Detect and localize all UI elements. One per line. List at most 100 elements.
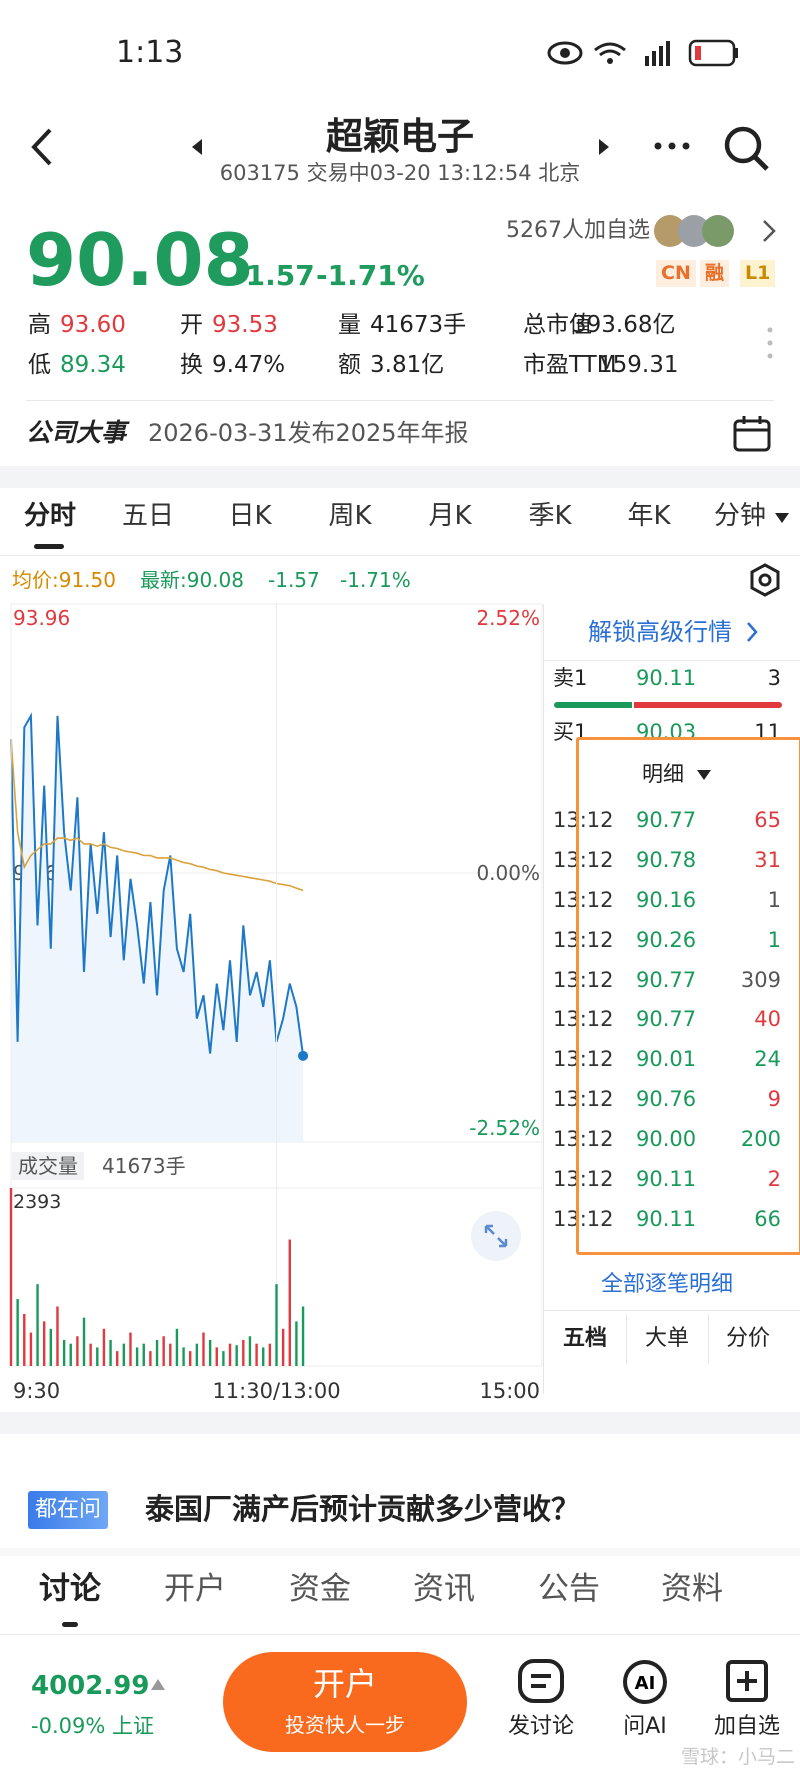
question-badge: 都在问 — [28, 1491, 109, 1529]
volume-bar — [56, 1306, 59, 1366]
more-button[interactable] — [652, 140, 692, 152]
back-button[interactable] — [26, 126, 58, 168]
chart-tab[interactable]: 日K — [228, 501, 272, 531]
tick-price: 90.11 — [636, 1206, 697, 1231]
volume-bar — [16, 1299, 19, 1366]
settings-icon[interactable] — [748, 562, 782, 598]
bottom-tab[interactable]: 资讯 — [413, 1571, 475, 1607]
volume-bar — [288, 1239, 291, 1366]
last-point — [298, 1050, 309, 1061]
intraday-chart: 93.9691.6589.342.52%0.00%-2.52%23939:301… — [9, 603, 543, 1400]
last-price: 90.08 — [26, 218, 254, 302]
stat-value: 41673手 — [370, 312, 467, 338]
calendar-icon[interactable] — [732, 414, 772, 454]
stat-label: 量 — [338, 312, 361, 338]
tick-volume: 309 — [740, 967, 781, 992]
avg-line — [10, 739, 304, 892]
clock: 1:13 — [116, 35, 184, 70]
prev-stock[interactable] — [190, 138, 204, 156]
volume-bar — [116, 1351, 119, 1366]
volume-bar — [301, 1306, 305, 1366]
y-tick-label: 2393 — [13, 1191, 61, 1213]
panel-tab[interactable]: 分价 — [725, 1326, 771, 1351]
unlock-link[interactable]: 解锁高级行情 — [588, 618, 732, 646]
action-label[interactable]: 问AI — [623, 1714, 667, 1739]
chart-tab[interactable]: 季K — [528, 501, 572, 531]
bottom-tab[interactable]: 资金 — [289, 1571, 351, 1607]
event-text[interactable]: 2026-03-31发布2025年年报 — [148, 419, 469, 447]
tick-volume: 1 — [767, 887, 781, 912]
badge: CN — [656, 260, 696, 287]
search-button[interactable] — [722, 124, 772, 174]
detail-header-bg — [576, 737, 800, 789]
y2-tick-label: 2.52% — [476, 606, 540, 630]
chart-tab[interactable]: 周K — [328, 501, 372, 531]
bottom-tab[interactable]: 开户 — [164, 1571, 226, 1607]
stats-more[interactable] — [764, 325, 776, 365]
volume-bar — [155, 1339, 159, 1366]
section-gap — [0, 466, 800, 488]
volume-bar — [89, 1343, 92, 1366]
action-label[interactable]: 加自选 — [713, 1714, 781, 1739]
stat-label: 换 — [180, 352, 203, 378]
volume-total: 41673手 — [102, 1154, 186, 1178]
volume-bar — [69, 1343, 72, 1366]
stock-subtitle: 603175 交易中03-20 13:12:54 北京 — [219, 161, 581, 185]
tick-volume: 40 — [754, 1007, 781, 1032]
y2-tick-label: -2.52% — [469, 1116, 540, 1140]
open-account-button[interactable] — [223, 1652, 467, 1752]
tick-time: 13:12 — [553, 1167, 614, 1191]
bottom-tab[interactable]: 讨论 — [39, 1571, 101, 1607]
panel-tab[interactable]: 五档 — [562, 1326, 608, 1351]
latest-change-pct: -1.71% — [340, 568, 411, 592]
bottom-tab[interactable]: 资料 — [661, 1571, 723, 1607]
tab-dropdown — [775, 513, 789, 523]
volume-bar — [222, 1351, 225, 1366]
tick-time: 13:11 — [553, 790, 614, 791]
badge: 融 — [700, 260, 730, 287]
volume-bar — [149, 1351, 152, 1366]
volume-bar — [62, 1339, 66, 1366]
chart-tab[interactable]: 年K — [627, 501, 671, 531]
ask-volume: 3 — [767, 666, 781, 690]
chart-tab[interactable]: 月K — [428, 501, 472, 531]
panel-tab[interactable]: 大单 — [644, 1326, 690, 1351]
detail-title[interactable]: 明细 — [642, 762, 684, 786]
chart-tab[interactable]: 五日 — [121, 501, 175, 531]
all-ticks-link[interactable]: 全部逐笔明细 — [600, 1272, 734, 1297]
watermark: 雪球：小马二 — [680, 1746, 795, 1768]
latest-change: -1.57 — [268, 568, 320, 592]
volume-bar — [129, 1332, 132, 1366]
tick-price: 90.16 — [636, 887, 697, 912]
volume-bar — [275, 1284, 278, 1366]
stat-value: 159.31 — [598, 352, 679, 378]
event-label: 公司大事 — [26, 418, 127, 447]
price-change: -1.57 — [234, 259, 315, 292]
ask-label: 卖1 — [553, 666, 588, 690]
avatars[interactable] — [652, 213, 782, 251]
expand-button[interactable] — [470, 1210, 522, 1262]
volume-bar — [242, 1339, 245, 1366]
question-text[interactable]: 泰国厂满产后预计贡献多少营收？ — [145, 1492, 581, 1526]
chart-tab[interactable]: 分时 — [23, 501, 77, 531]
tick-volume: 24 — [754, 1047, 781, 1072]
volume-bar — [215, 1347, 218, 1366]
price-area — [11, 715, 304, 1142]
tab-indicator — [34, 544, 64, 549]
tick-time: 13:12 — [553, 1127, 614, 1152]
volume-bar — [9, 1188, 13, 1366]
divider — [544, 1310, 800, 1311]
tick-price: 90.00 — [636, 790, 696, 791]
stat-value: 93.53 — [212, 312, 278, 338]
bottom-tab[interactable]: 公告 — [538, 1571, 600, 1607]
next-stock[interactable] — [597, 138, 611, 156]
tick-time: 13:12 — [553, 1007, 614, 1032]
stat-label: 高 — [28, 312, 51, 338]
section-gap — [0, 1548, 800, 1556]
chart-tab[interactable]: 分钟 — [713, 501, 767, 531]
tick-price: 90.26 — [636, 927, 697, 952]
volume-bar — [255, 1343, 258, 1366]
volume-bar — [142, 1343, 145, 1366]
price-line — [10, 712, 305, 1056]
action-label[interactable]: 发讨论 — [507, 1714, 575, 1739]
